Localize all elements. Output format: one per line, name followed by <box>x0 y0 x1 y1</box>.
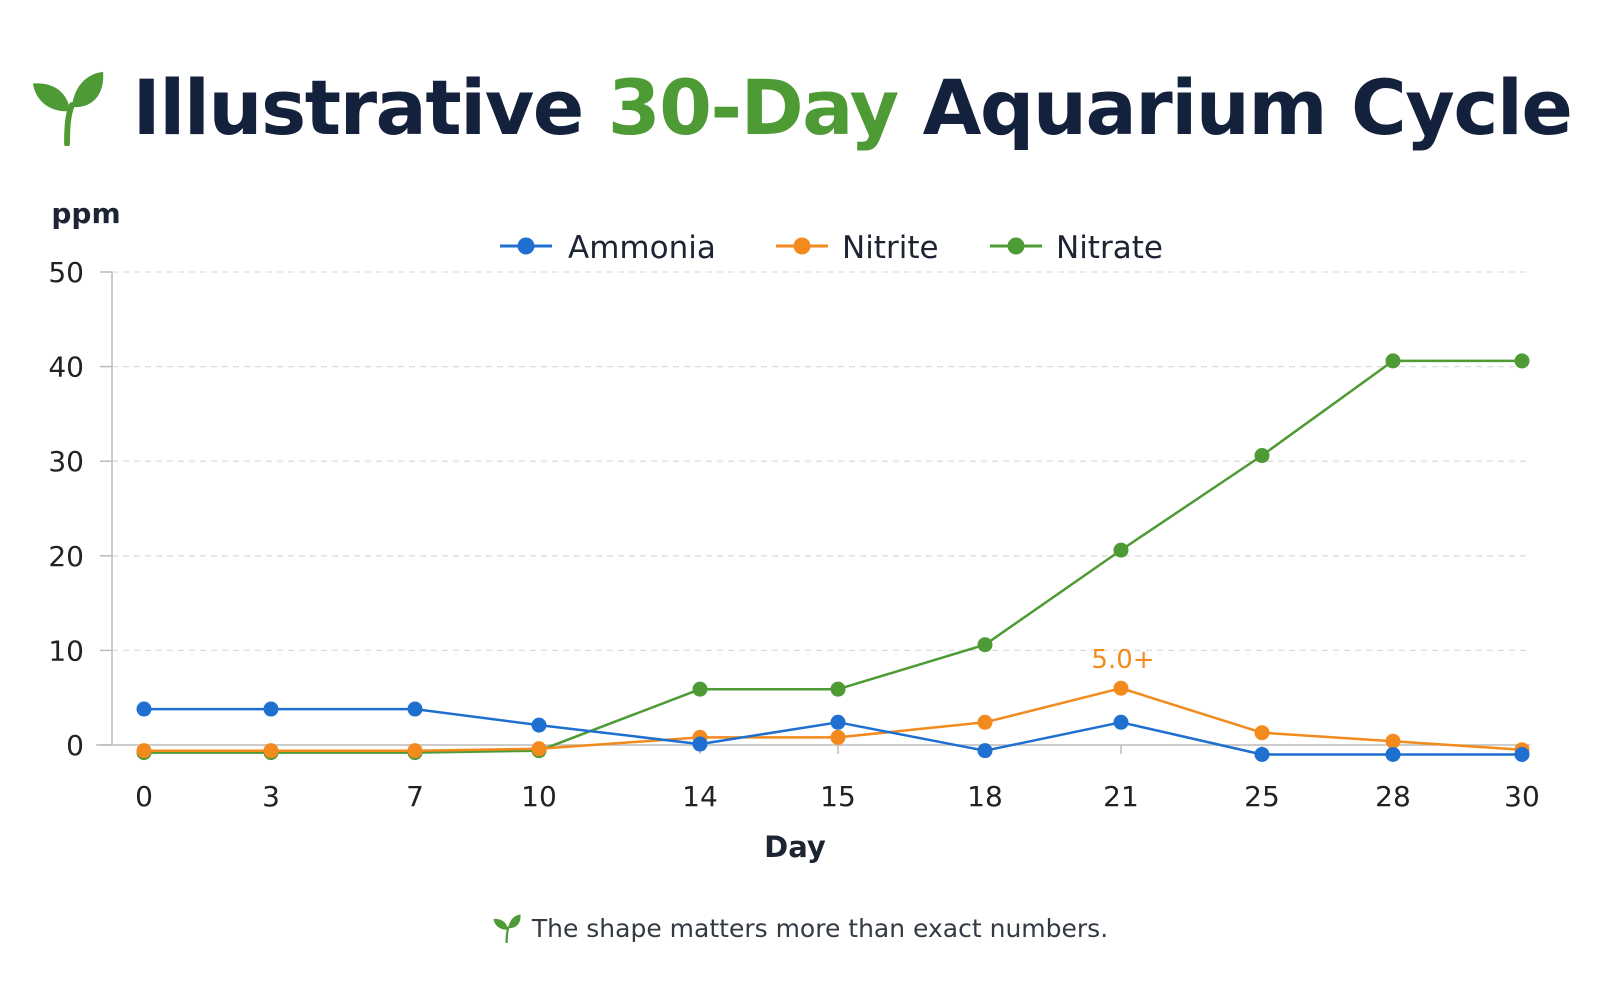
title-part1: Illustrative <box>132 62 608 152</box>
data-point <box>1113 714 1129 730</box>
y-tick-label: 40 <box>48 351 84 384</box>
x-tick-label: 3 <box>262 780 280 813</box>
x-axis-title: Day <box>764 830 826 864</box>
data-point <box>830 681 846 697</box>
data-point <box>977 637 993 653</box>
y-tick-label: 50 <box>48 256 84 289</box>
data-point <box>1254 746 1270 762</box>
x-tick-label: 18 <box>967 780 1003 813</box>
chart-title: Illustrative 30-Day Aquarium Cycle <box>0 52 1600 162</box>
legend-swatch-marker <box>793 237 811 255</box>
title-accent: 30-Day <box>607 62 899 152</box>
footnote-text: The shape matters more than exact number… <box>531 913 1109 943</box>
data-point <box>1254 448 1270 464</box>
data-point <box>977 714 993 730</box>
y-tick-label: 20 <box>48 540 84 573</box>
legend-swatch-marker <box>517 237 535 255</box>
y-tick-label: 10 <box>48 634 84 667</box>
x-tick-label: 14 <box>682 780 718 813</box>
data-point <box>263 701 279 717</box>
x-tick-label: 25 <box>1244 780 1280 813</box>
data-point <box>1514 746 1530 762</box>
y-tick-label: 0 <box>66 729 84 762</box>
data-point <box>830 729 846 745</box>
title-part2: Aquarium Cycle <box>897 62 1573 152</box>
data-point <box>692 681 708 697</box>
data-point <box>1514 353 1530 369</box>
data-point <box>830 714 846 730</box>
data-point <box>407 743 423 759</box>
data-point <box>263 743 279 759</box>
data-point <box>531 717 547 733</box>
footnote: The shape matters more than exact number… <box>0 908 1600 948</box>
legend-label: Nitrate <box>1056 230 1163 266</box>
y-tick-label: 30 <box>48 445 84 478</box>
data-point <box>531 741 547 757</box>
sprout-icon <box>32 71 103 146</box>
x-tick-label: 7 <box>406 780 424 813</box>
data-point <box>1385 353 1401 369</box>
data-point <box>1254 725 1270 741</box>
y-axis-title: ppm <box>51 197 120 230</box>
data-point <box>977 743 993 759</box>
data-point <box>1385 746 1401 762</box>
x-tick-label: 10 <box>521 780 557 813</box>
legend-swatch-marker <box>1007 237 1025 255</box>
title-text: Illustrative 30-Day Aquarium Cycle <box>132 62 1573 152</box>
legend-label: Ammonia <box>568 230 716 266</box>
legend-label: Nitrite <box>842 230 939 266</box>
x-tick-label: 0 <box>135 780 153 813</box>
data-point <box>692 736 708 752</box>
data-point <box>1385 733 1401 749</box>
series-line <box>144 707 1522 756</box>
x-tick-label: 30 <box>1504 780 1540 813</box>
x-tick-label: 15 <box>820 780 856 813</box>
x-tick-label: 28 <box>1375 780 1411 813</box>
data-point <box>136 743 152 759</box>
data-point <box>136 701 152 717</box>
data-point <box>407 701 423 717</box>
sprout-icon <box>493 914 521 943</box>
x-tick-label: 21 <box>1103 780 1139 813</box>
data-annotation: 5.0+ <box>1091 645 1154 675</box>
data-point <box>1113 542 1129 558</box>
data-point <box>1113 680 1129 696</box>
